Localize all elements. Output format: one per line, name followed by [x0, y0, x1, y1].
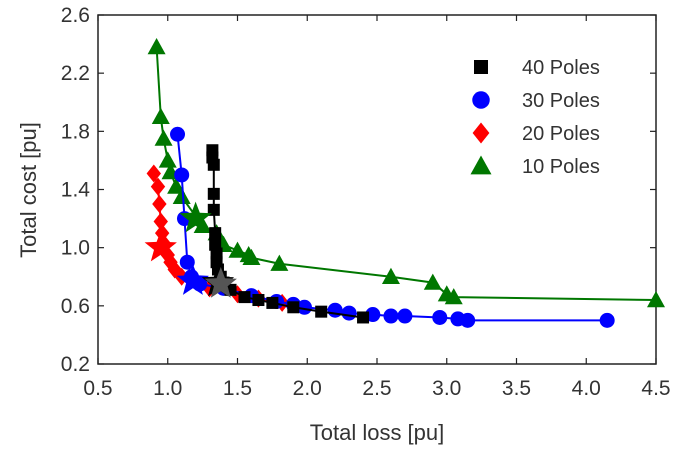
- data-point: [647, 291, 665, 308]
- data-point: [444, 288, 463, 305]
- overall-best-star: [204, 267, 237, 298]
- data-point: [150, 177, 166, 196]
- data-point: [287, 301, 300, 314]
- data-point: [460, 312, 476, 328]
- data-point: [207, 158, 220, 171]
- best-point-star: [176, 264, 209, 295]
- data-point: [154, 129, 173, 146]
- data-point: [170, 126, 186, 142]
- data-point: [599, 312, 615, 328]
- y-tick-label: 1.4: [61, 179, 91, 202]
- data-point: [365, 307, 381, 323]
- data-point: [228, 241, 247, 258]
- x-tick-label: 1.0: [153, 377, 182, 400]
- data-point: [238, 291, 251, 304]
- best-point-star: [144, 230, 177, 262]
- data-point: [147, 37, 166, 55]
- data-point: [209, 227, 222, 240]
- legend-label: 20 Poles: [522, 123, 600, 145]
- y-tick-label: 0.2: [61, 353, 90, 376]
- data-point: [381, 267, 400, 284]
- x-tick-label: 4.0: [572, 377, 601, 400]
- data-point: [146, 164, 161, 183]
- data-point: [158, 151, 177, 168]
- x-tick-label: 4.5: [641, 377, 670, 400]
- legend-marker: [474, 60, 488, 74]
- best-markers: [144, 201, 237, 298]
- data-point: [207, 187, 220, 200]
- data-point: [151, 107, 170, 124]
- y-tick-label: 2.2: [61, 62, 90, 85]
- axis-ticks: 0.5 1.0 1.5 2.0 2.5 3.0 3.5 4.0 4.5 0.2 0.6 1.0 1.4 1…: [61, 4, 671, 400]
- y-tick-label: 2.6: [61, 4, 90, 27]
- x-tick-label: 2.0: [293, 377, 322, 400]
- data-point: [383, 308, 399, 324]
- legend-marker: [472, 122, 490, 144]
- legend-label: 10 Poles: [522, 156, 600, 178]
- x-tick-label: 1.5: [223, 377, 252, 400]
- legend-label: 30 Poles: [522, 90, 600, 112]
- data-point: [341, 305, 357, 321]
- series-layer: [146, 37, 665, 328]
- data-point: [327, 302, 343, 318]
- data-point: [296, 299, 312, 315]
- data-point: [242, 248, 261, 266]
- data-point: [315, 305, 328, 318]
- data-point: [174, 167, 190, 183]
- data-point: [432, 309, 448, 325]
- data-point: [179, 254, 195, 270]
- y-tick-label: 1.8: [61, 120, 90, 143]
- data-point: [270, 254, 289, 271]
- y-tick-label: 0.6: [61, 295, 90, 318]
- data-point: [266, 296, 279, 309]
- y-tick-label: 1.0: [61, 237, 90, 260]
- data-point: [397, 308, 413, 324]
- data-point: [357, 311, 370, 324]
- y-axis-title: Total cost [pu]: [16, 122, 41, 258]
- data-point: [423, 273, 442, 290]
- data-point: [207, 203, 220, 216]
- data-point: [152, 195, 167, 214]
- legend: 40 Poles 30 Poles 20 Poles 10 Poles: [470, 57, 600, 178]
- x-axis-title: Total loss [pu]: [310, 420, 445, 445]
- x-tick-label: 2.5: [362, 377, 391, 400]
- series-40-poles: [206, 144, 370, 324]
- legend-label: 40 Poles: [522, 57, 600, 79]
- data-point: [153, 212, 168, 231]
- x-tick-label: 3.5: [502, 377, 531, 400]
- data-point: [172, 187, 191, 204]
- best-point-star: [179, 201, 212, 233]
- data-point: [252, 294, 265, 307]
- legend-marker: [470, 155, 492, 175]
- x-tick-label: 3.0: [432, 377, 461, 400]
- x-tick-label: 0.5: [83, 377, 112, 400]
- legend-marker: [472, 91, 490, 109]
